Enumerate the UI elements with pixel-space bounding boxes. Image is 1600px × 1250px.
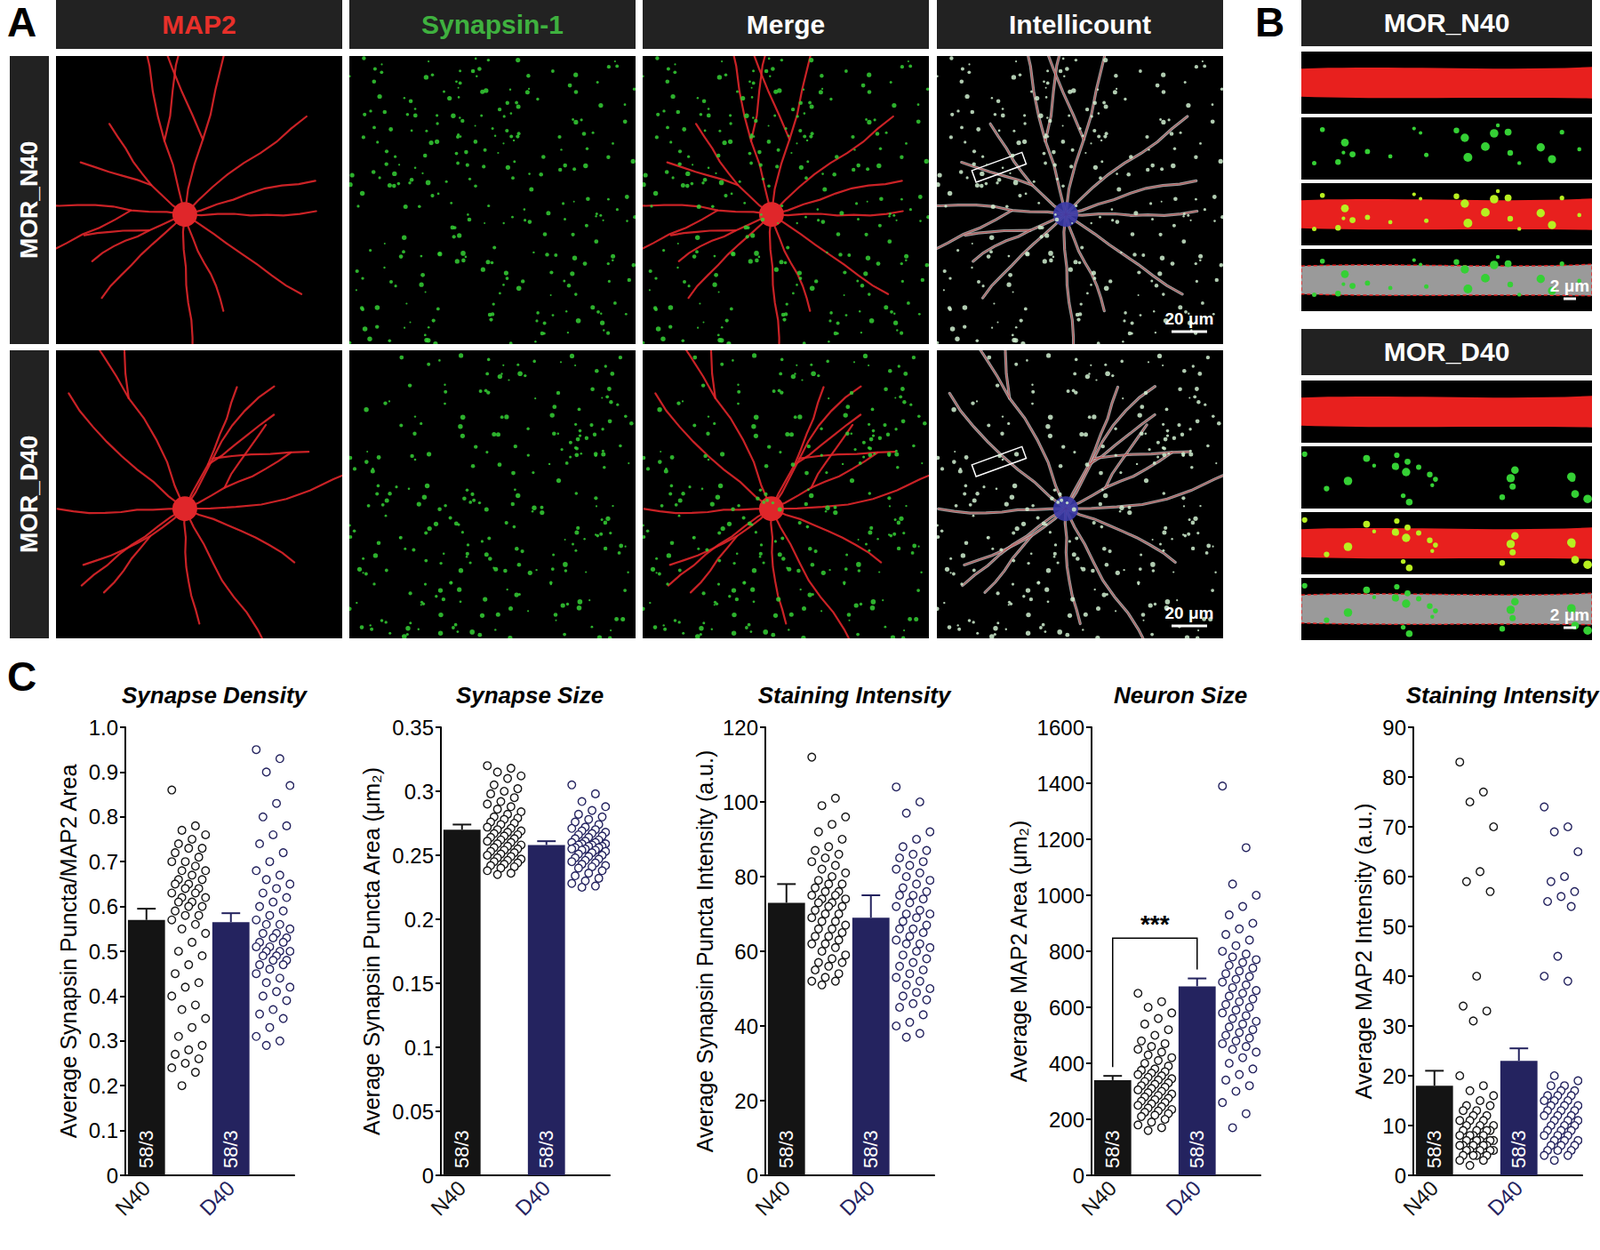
svg-text:58/3: 58/3 [1423, 1129, 1446, 1168]
svg-text:2 μm: 2 μm [1550, 276, 1590, 296]
html-text:Intellicount: Intellicount [1008, 9, 1152, 39]
svg-text:0.3: 0.3 [88, 1028, 119, 1053]
svg-text:20: 20 [1382, 1064, 1407, 1088]
svg-text:N40: N40 [1398, 1175, 1443, 1220]
svg-text:0.7: 0.7 [88, 849, 119, 874]
svg-text:58/3: 58/3 [1185, 1129, 1208, 1168]
html-text:MOR_D40: MOR_D40 [1383, 336, 1510, 367]
svg-text:0.3: 0.3 [404, 779, 434, 804]
svg-text:90: 90 [1382, 715, 1407, 740]
svg-text:70: 70 [1382, 815, 1407, 840]
svg-text:20 μm: 20 μm [1165, 309, 1215, 328]
svg-text:58/3: 58/3 [859, 1129, 882, 1168]
svg-text:58/3: 58/3 [1101, 1129, 1124, 1168]
html-text:MOR_D40: MOR_D40 [15, 435, 43, 553]
svg-text:Average MAP2 Area (μm₂): Average MAP2 Area (μm₂) [1006, 820, 1032, 1083]
svg-text:58/3: 58/3 [219, 1129, 242, 1168]
svg-text:D40: D40 [510, 1175, 555, 1220]
svg-text:120: 120 [722, 715, 759, 740]
svg-text:N40: N40 [110, 1175, 155, 1220]
svg-text:Synapse Size: Synapse Size [456, 681, 604, 709]
svg-text:0.1: 0.1 [88, 1118, 119, 1143]
svg-text:80: 80 [1382, 765, 1407, 790]
svg-text:D40: D40 [834, 1175, 880, 1220]
svg-text:0: 0 [106, 1163, 119, 1188]
svg-text:0.9: 0.9 [88, 760, 119, 784]
svg-text:Average Synapsin Puncta Area (: Average Synapsin Puncta Area (μm₂) [359, 767, 384, 1136]
svg-text:N40: N40 [750, 1175, 795, 1220]
svg-text:D40: D40 [1482, 1175, 1528, 1220]
svg-text:0: 0 [746, 1163, 759, 1188]
svg-text:58/3: 58/3 [775, 1129, 798, 1168]
svg-text:Neuron Size: Neuron Size [1113, 681, 1248, 709]
svg-text:0.8: 0.8 [88, 804, 119, 829]
svg-text:100: 100 [722, 790, 759, 815]
svg-text:1200: 1200 [1037, 827, 1085, 852]
svg-text:0: 0 [1394, 1163, 1407, 1188]
svg-text:Staining Intensity: Staining Intensity [758, 681, 952, 709]
svg-text:50: 50 [1382, 914, 1407, 939]
svg-text:0: 0 [422, 1163, 434, 1188]
svg-text:Average Synapsin Puncta Intens: Average Synapsin Puncta Intensity (a.u.) [692, 750, 718, 1153]
svg-text:1400: 1400 [1037, 771, 1085, 796]
svg-text:D40: D40 [194, 1175, 240, 1220]
svg-text:N40: N40 [425, 1175, 471, 1220]
svg-text:Average MAP2 Intensity (a.u.): Average MAP2 Intensity (a.u.) [1351, 802, 1376, 1099]
svg-text:Staining Intensity: Staining Intensity [1406, 681, 1600, 709]
svg-text:58/3: 58/3 [450, 1129, 473, 1168]
html-text:A: A [7, 0, 37, 46]
svg-text:20: 20 [734, 1088, 759, 1113]
svg-text:0.2: 0.2 [404, 907, 434, 932]
svg-text:40: 40 [1382, 964, 1407, 989]
svg-text:1600: 1600 [1037, 715, 1085, 740]
svg-text:200: 200 [1048, 1107, 1085, 1132]
svg-text:0.05: 0.05 [392, 1099, 434, 1124]
svg-text:60: 60 [734, 939, 759, 964]
svg-text:0.35: 0.35 [392, 715, 434, 740]
html-text:B: B [1255, 0, 1285, 46]
svg-text:0.6: 0.6 [88, 894, 119, 919]
svg-text:80: 80 [734, 864, 759, 889]
svg-text:0.1: 0.1 [404, 1035, 434, 1060]
svg-text:58/3: 58/3 [135, 1129, 158, 1168]
html-text:MOR_N40: MOR_N40 [15, 141, 43, 259]
html-text:MAP2: MAP2 [162, 9, 237, 39]
svg-text:58/3: 58/3 [535, 1129, 558, 1168]
svg-text:30: 30 [1382, 1014, 1407, 1039]
html-text:C: C [7, 653, 37, 700]
svg-text:40: 40 [734, 1014, 759, 1039]
html-text:Synapsin-1: Synapsin-1 [421, 9, 564, 39]
html-text:MOR_N40: MOR_N40 [1383, 8, 1510, 38]
svg-text:0.15: 0.15 [392, 971, 434, 996]
svg-text:Average Synapsin Puncta/MAP2 A: Average Synapsin Puncta/MAP2 Area [56, 764, 81, 1139]
svg-text:0: 0 [1072, 1163, 1085, 1188]
svg-text:0.4: 0.4 [88, 984, 119, 1008]
svg-text:Synapse Density: Synapse Density [121, 681, 309, 709]
svg-text:1.0: 1.0 [88, 715, 119, 740]
svg-text:58/3: 58/3 [1507, 1129, 1530, 1168]
svg-text:600: 600 [1048, 995, 1085, 1020]
svg-text:10: 10 [1382, 1113, 1407, 1138]
svg-text:1000: 1000 [1037, 883, 1085, 908]
svg-text:800: 800 [1048, 939, 1085, 964]
svg-text:0.25: 0.25 [392, 843, 434, 868]
svg-text:D40: D40 [1160, 1175, 1206, 1220]
html-text:Merge: Merge [746, 9, 826, 39]
svg-text:N40: N40 [1076, 1175, 1121, 1220]
svg-text:0.5: 0.5 [88, 939, 119, 964]
svg-text:2 μm: 2 μm [1550, 605, 1590, 624]
svg-text:400: 400 [1048, 1051, 1085, 1076]
svg-text:60: 60 [1382, 864, 1407, 889]
svg-text:***: *** [1140, 910, 1170, 938]
svg-text:0.2: 0.2 [88, 1073, 119, 1098]
svg-text:20 μm: 20 μm [1165, 603, 1215, 623]
